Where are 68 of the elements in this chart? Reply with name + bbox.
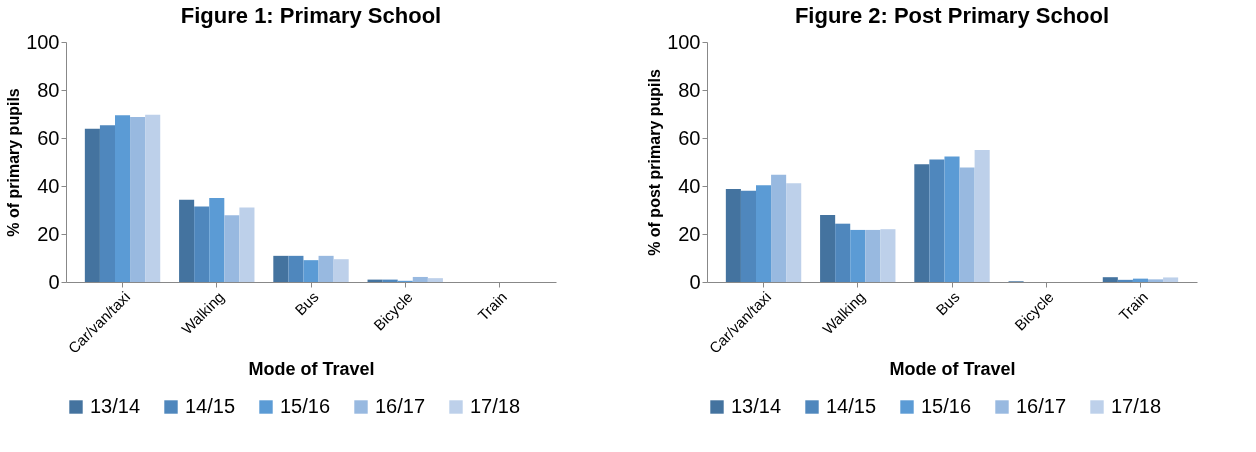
legend-label: 14/15 [826,395,877,417]
y-tick-label: 60 [678,126,701,149]
bar [412,276,428,282]
y-tick-label: 0 [48,270,60,293]
x-tick-label: Train [474,288,511,324]
bar [224,215,240,282]
bar [1102,277,1118,282]
bar [880,229,896,282]
bar [929,159,945,282]
y-tick-label: 60 [37,126,60,149]
y-tick-label: 40 [37,174,60,197]
y-tick-label: 80 [37,78,60,101]
bar [865,229,881,282]
bar [303,260,319,282]
bar [850,229,866,282]
bar [99,125,115,282]
x-tick-label: Bus [291,288,322,319]
chart-title: Figure 2: Post Primary School [794,3,1110,28]
x-axis-title: Mode of Travel [248,358,375,379]
bar [115,115,131,282]
legend-label: 13/14 [90,395,141,417]
y-tick-label: 100 [667,30,701,53]
x-tick-label: Bus [932,288,963,319]
bar [239,207,255,282]
bar [740,190,756,282]
legend-label: 15/16 [280,395,331,417]
bar [333,259,349,282]
y-tick-label: 100 [26,30,60,53]
y-axis-title: % of post primary pupils [646,69,664,256]
bar [1148,279,1164,282]
y-tick-label: 20 [37,222,60,245]
bar [288,255,304,282]
bar [835,223,851,282]
bar [820,215,836,282]
bar [1117,279,1133,282]
bar [944,156,960,282]
legend-label: 17/18 [470,395,521,417]
y-axis-title: % of primary pupils [5,88,23,237]
bar [725,189,741,282]
legend-label: 15/16 [921,395,972,417]
bar [959,167,975,282]
bar [1163,277,1179,282]
legend-label: 16/17 [1016,395,1067,417]
bar [318,255,334,282]
bar [179,199,195,282]
x-axis-title: Mode of Travel [889,358,1016,379]
y-tick-label: 80 [678,78,701,101]
bar [145,114,161,282]
bar [786,183,802,282]
chart-title: Figure 1: Primary School [180,3,442,28]
bar [974,150,990,282]
x-tick-label: Train [1115,288,1152,324]
bar [84,128,100,282]
bar [209,198,225,282]
y-tick-label: 20 [678,222,701,245]
y-tick-label: 40 [678,174,701,197]
legend-label: 14/15 [185,395,236,417]
bar [273,255,289,282]
bar [194,206,210,282]
legend-label: 17/18 [1111,395,1162,417]
bar [771,174,787,282]
bar [914,164,930,282]
bar [427,278,443,282]
bar [130,116,146,282]
bar [756,185,772,282]
legend-label: 13/14 [731,395,782,417]
legend-label: 16/17 [375,395,426,417]
y-tick-label: 0 [689,270,701,293]
